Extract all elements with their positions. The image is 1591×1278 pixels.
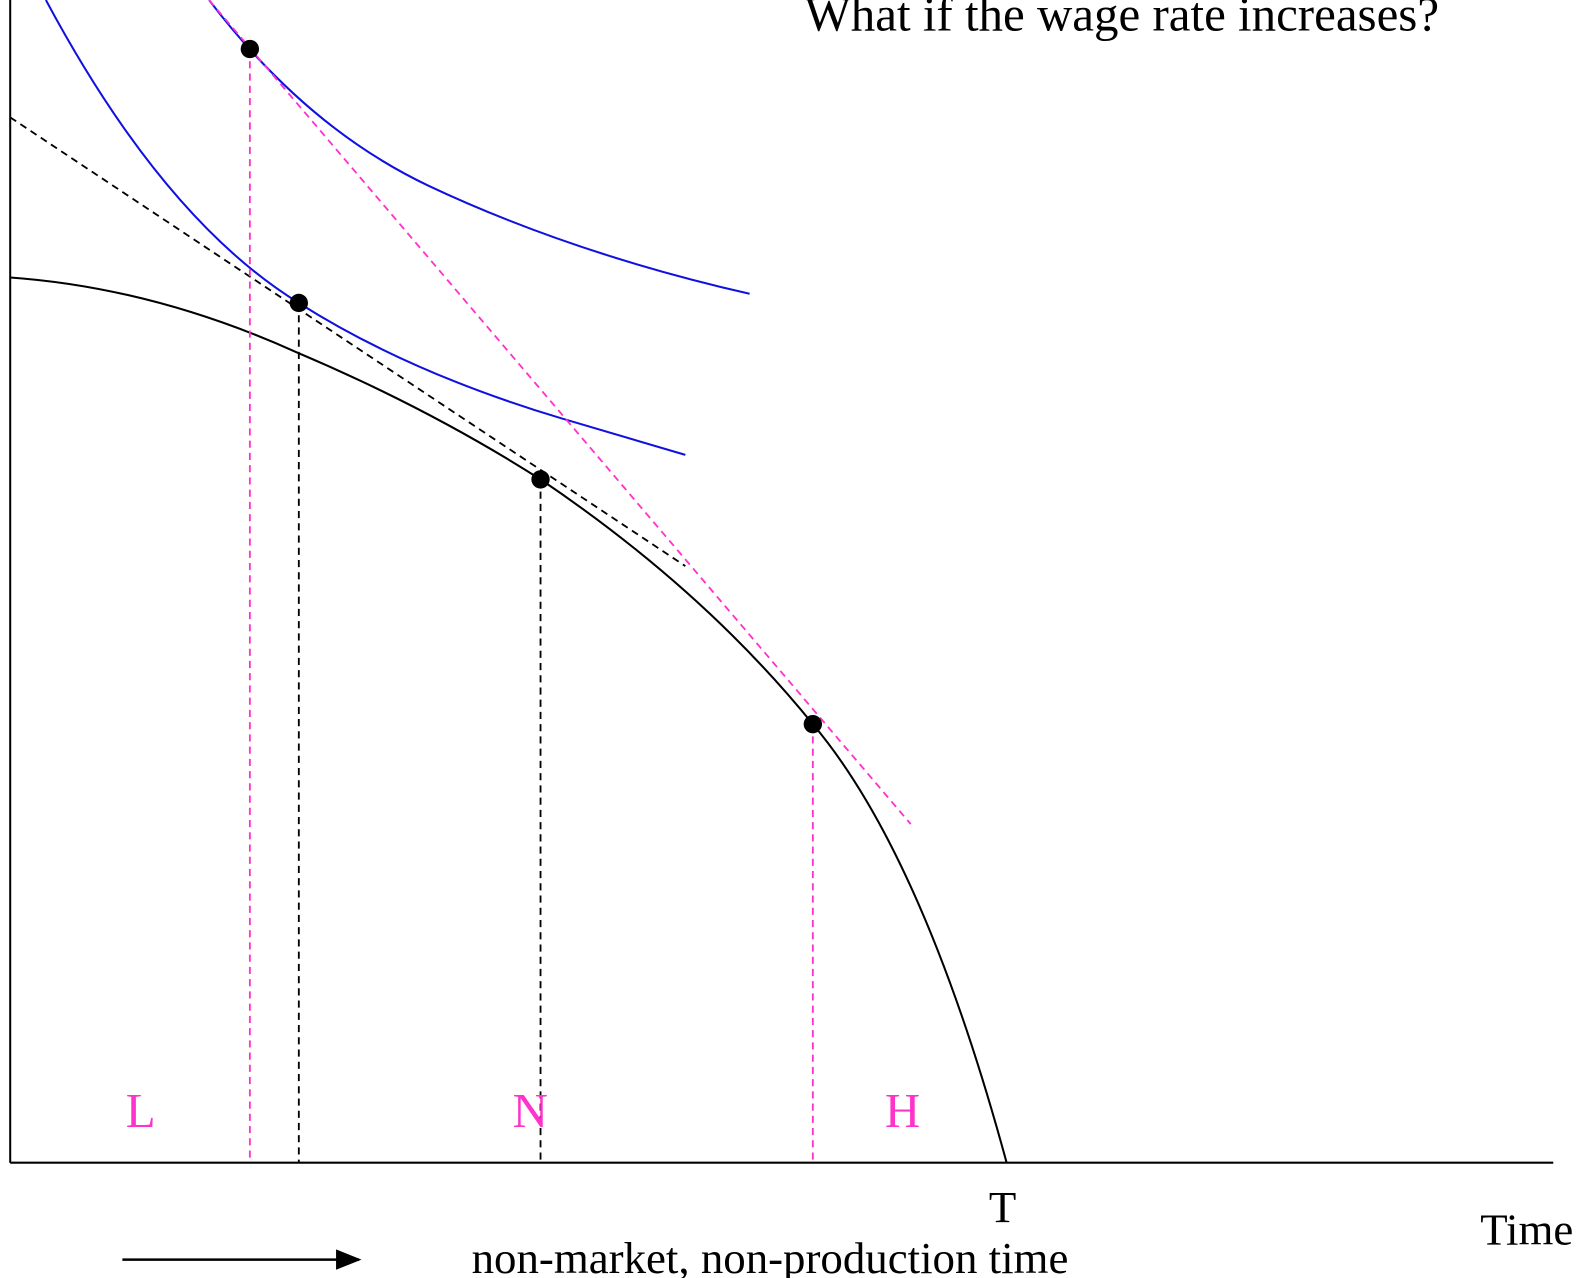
indifference-curve-high: [208, 0, 750, 295]
x-axis-label: Time: [1480, 1204, 1573, 1254]
indifference-curve-low: [44, 0, 686, 456]
wage-line-original: [9, 116, 686, 567]
label-normal: N: [513, 1083, 548, 1138]
label-total-time: T: [989, 1182, 1016, 1232]
wage-line-higher: [208, 0, 912, 825]
title: What if the wage rate increases?: [805, 0, 1439, 42]
point: [531, 470, 550, 489]
arrow-label: non-market, non-production time: [472, 1233, 1069, 1278]
point: [289, 293, 309, 313]
label-low: L: [126, 1083, 156, 1138]
point: [240, 39, 260, 59]
point: [803, 714, 823, 734]
label-high: H: [885, 1083, 920, 1138]
production-curve: [10, 276, 1008, 1163]
